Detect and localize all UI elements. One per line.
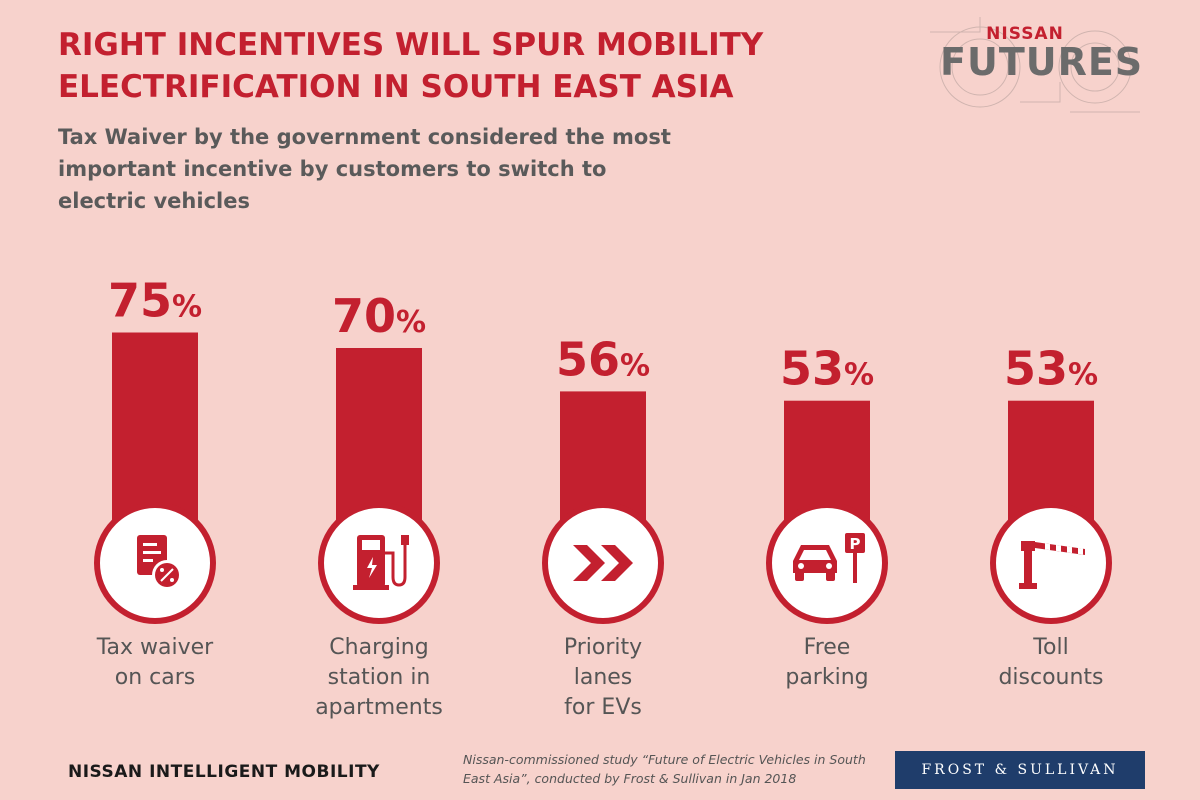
- category-label: Toll discounts: [998, 635, 1103, 690]
- category-label: Tax waiver on cars: [96, 635, 214, 690]
- circuit-decoration-icon: [930, 17, 1140, 113]
- data-label: 70%: [332, 289, 426, 343]
- data-label: 75%: [108, 274, 202, 328]
- car-parking-icon: P: [793, 533, 865, 583]
- brand-top: NISSAN: [986, 24, 1064, 44]
- data-label: 56%: [556, 332, 650, 386]
- icon-circle: [990, 502, 1112, 624]
- svg-text:P: P: [850, 535, 861, 553]
- nissan-futures-logo: NISSAN FUTURES: [930, 17, 1144, 113]
- data-label: 53%: [1004, 342, 1098, 396]
- page-subtitle: Tax Waiver by the government considered …: [58, 125, 671, 213]
- toll-barrier-icon: [1019, 541, 1085, 589]
- brand-main: FUTURES: [940, 40, 1144, 84]
- chevrons-right-icon: [573, 545, 633, 581]
- data-label: 53%: [780, 342, 874, 396]
- category-label: Priority lanes for EVs: [564, 635, 642, 720]
- charging-station-icon: [353, 535, 409, 590]
- category-label: Free parking: [785, 635, 868, 690]
- bar-chart: 75% Tax waiver on cars 70% Charging station i…: [94, 274, 1112, 720]
- source-note: Nissan-commissioned study “Future of Ele…: [463, 752, 866, 786]
- frost-sullivan-logo: FROST & SULLIVAN: [895, 751, 1145, 789]
- category-label: Charging station in apartments: [315, 635, 443, 720]
- nissan-intelligent-mobility-logo: NISSAN INTELLIGENT MOBILITY: [68, 762, 380, 782]
- page-title: RIGHT INCENTIVES WILL SPUR MOBILITY ELEC…: [58, 27, 764, 105]
- document-percent-icon: [137, 535, 182, 590]
